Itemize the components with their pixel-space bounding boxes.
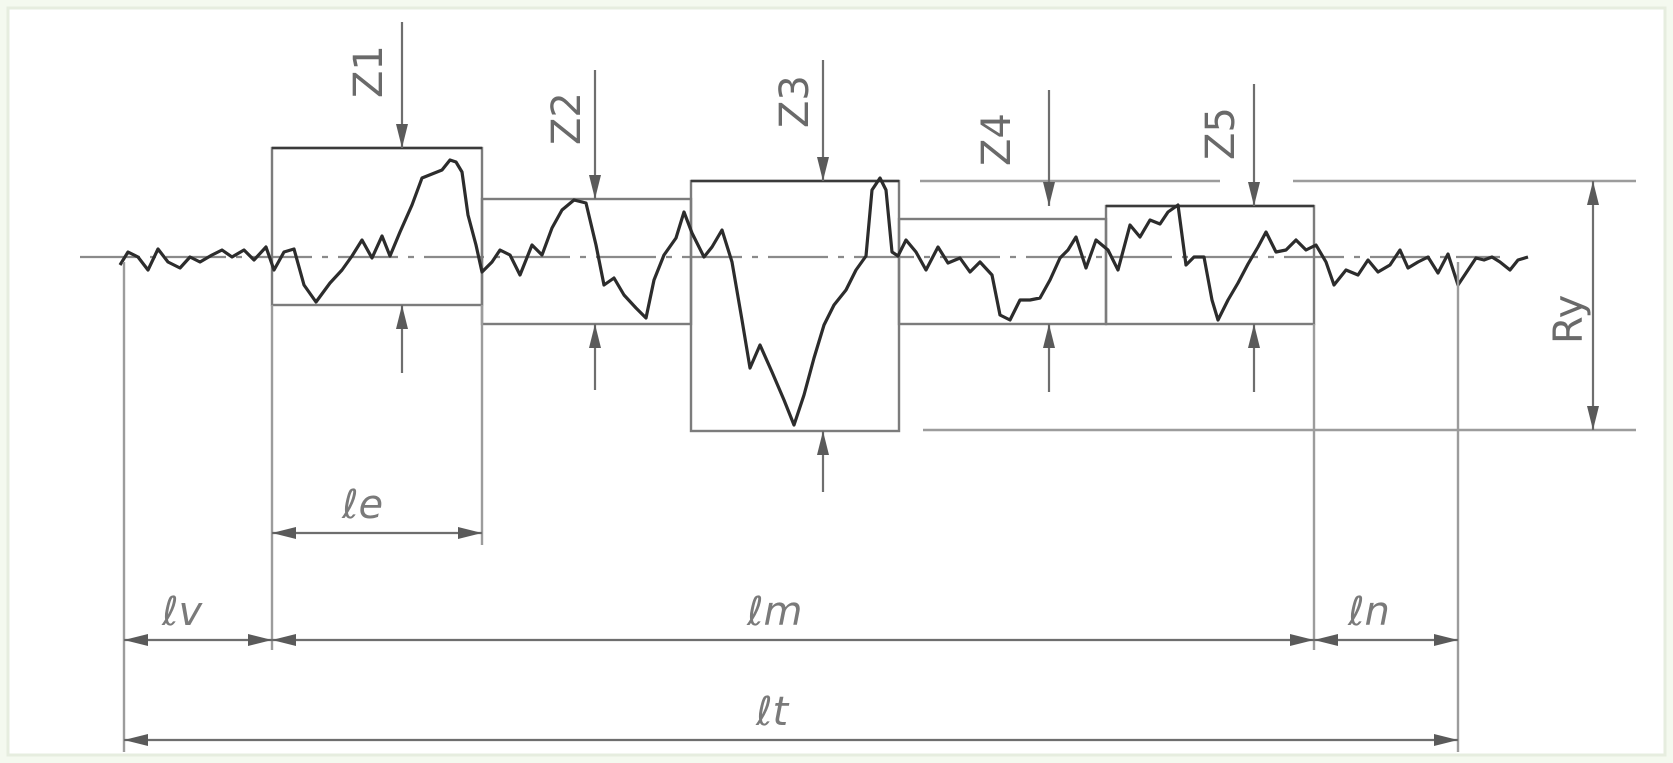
z4-label: Z4 bbox=[974, 113, 1020, 166]
ln-right-arrowhead bbox=[1434, 634, 1458, 646]
lm-left-arrowhead bbox=[272, 634, 296, 646]
z5-top-arrowhead bbox=[1248, 182, 1260, 206]
z1-bottom-arrowhead bbox=[396, 305, 408, 329]
lm-right-arrowhead bbox=[1290, 634, 1314, 646]
lt-left-arrowhead bbox=[124, 734, 148, 746]
z2-top-arrowhead bbox=[589, 175, 601, 199]
z3-top-arrowhead bbox=[817, 157, 829, 181]
z3-bottom-arrowhead bbox=[817, 431, 829, 455]
ry-top-arrowhead bbox=[1587, 181, 1599, 205]
lt-right-arrowhead bbox=[1434, 734, 1458, 746]
lv-label: ℓv bbox=[161, 589, 204, 635]
z5-label: Z5 bbox=[1198, 107, 1244, 160]
ry-bottom-arrowhead bbox=[1587, 406, 1599, 430]
ry-label: Ry bbox=[1546, 295, 1592, 344]
z1-label: Z1 bbox=[346, 45, 392, 98]
le-label: ℓe bbox=[341, 482, 383, 528]
z4-top-arrowhead bbox=[1043, 182, 1055, 206]
z2-label: Z2 bbox=[544, 92, 590, 145]
le-left-arrowhead bbox=[272, 527, 296, 539]
z1-top-arrowhead bbox=[396, 124, 408, 148]
le-right-arrowhead bbox=[458, 527, 482, 539]
ln-left-arrowhead bbox=[1314, 634, 1338, 646]
lm-label: ℓm bbox=[746, 589, 803, 635]
z2-bottom-arrowhead bbox=[589, 324, 601, 348]
ln-label: ℓn bbox=[1347, 589, 1390, 635]
z4-bottom-arrowhead bbox=[1043, 324, 1055, 348]
lv-left-arrowhead bbox=[124, 634, 148, 646]
z5-bottom-arrowhead bbox=[1248, 324, 1260, 348]
z3-label: Z3 bbox=[772, 75, 818, 128]
diagram-frame bbox=[6, 6, 1667, 757]
lt-label: ℓt bbox=[755, 689, 790, 735]
lv-right-arrowhead bbox=[248, 634, 272, 646]
surface-profile bbox=[118, 158, 1529, 427]
